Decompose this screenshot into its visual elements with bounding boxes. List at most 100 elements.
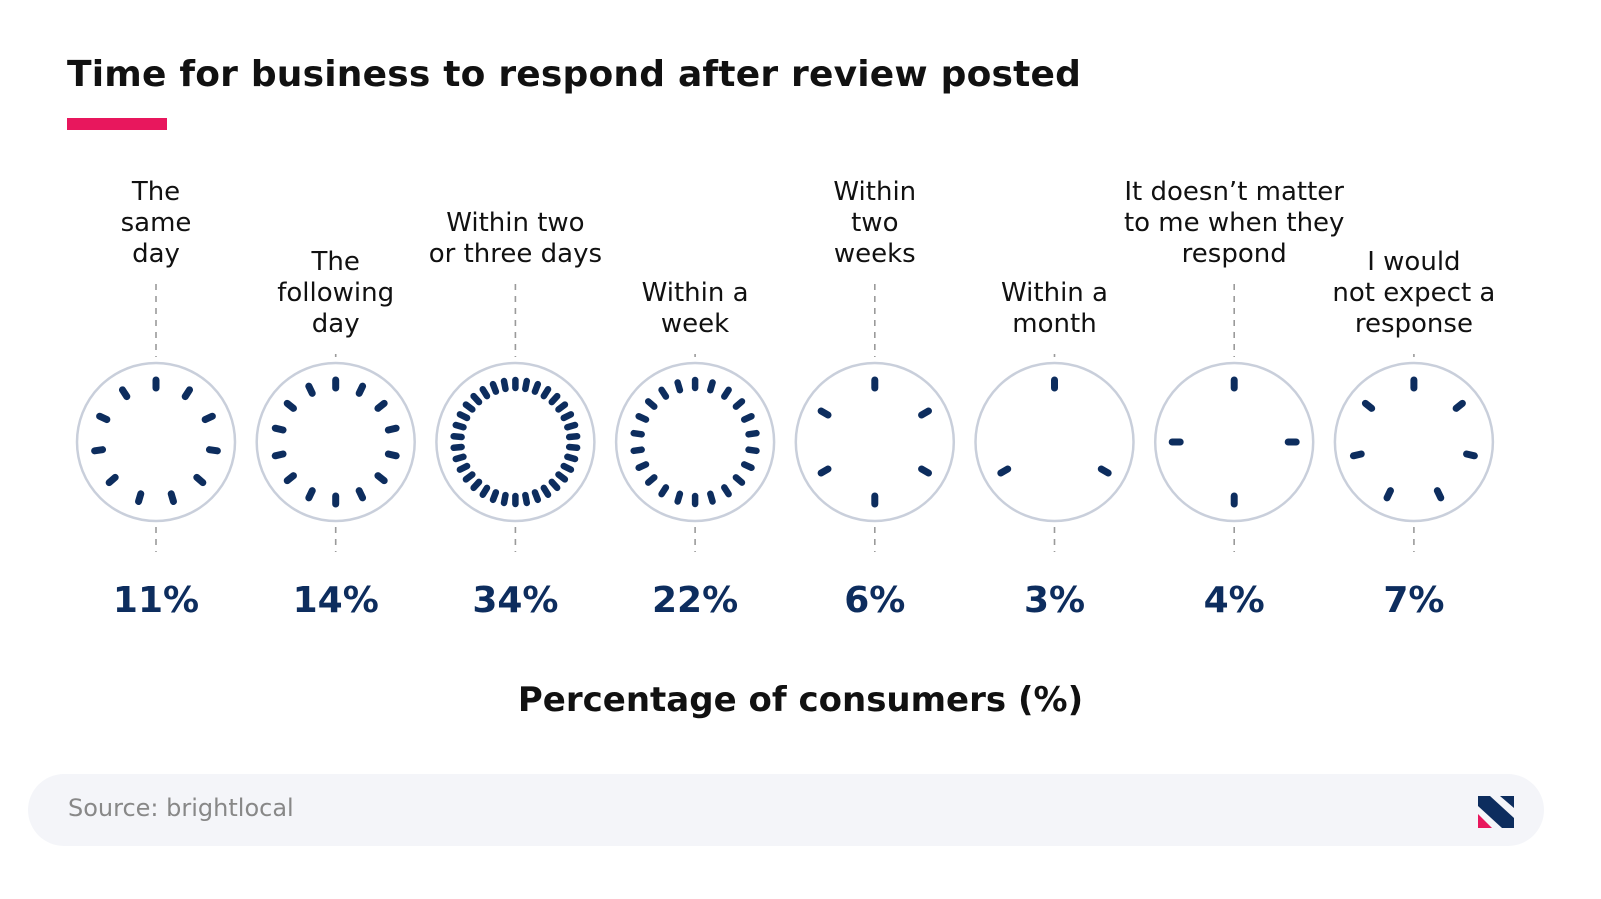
dial-tick xyxy=(384,450,400,460)
category-label-line: respond xyxy=(1182,239,1287,269)
dial-tick xyxy=(997,465,1012,477)
category-label: The following day xyxy=(277,247,394,339)
category-label-line: month xyxy=(1012,309,1096,339)
category-label-line: to me when they xyxy=(1124,208,1345,238)
dial-tick xyxy=(918,407,932,419)
dial-tick xyxy=(540,386,552,400)
dial-tick xyxy=(384,424,400,434)
dial-tick xyxy=(355,487,367,502)
dial-tick xyxy=(456,411,471,422)
dial-tick xyxy=(479,484,491,498)
dial-tick xyxy=(470,392,483,406)
dial-tick xyxy=(707,379,716,394)
dial-tick xyxy=(548,478,561,492)
title-accent-bar xyxy=(67,118,167,130)
dial-tick xyxy=(500,491,509,507)
dial-tick xyxy=(817,407,832,419)
category-label-line: same xyxy=(121,208,192,238)
dial-tick xyxy=(193,473,207,487)
dial-tick xyxy=(1349,450,1365,460)
dial-tick xyxy=(1097,465,1112,477)
category-label-line: or three days xyxy=(429,239,602,269)
dial-tick xyxy=(635,461,650,472)
dial-tick xyxy=(462,471,476,483)
dial-tick xyxy=(918,465,932,477)
dial-group: Within two weeks 6% xyxy=(794,177,956,621)
category-label-line: I would xyxy=(1367,247,1460,277)
dial-tick xyxy=(452,453,467,463)
category-label-line: The xyxy=(131,177,180,207)
dial-ring xyxy=(794,361,956,523)
dial-group: I would not expect a response 7% xyxy=(1332,247,1495,621)
dial-tick xyxy=(271,450,287,460)
dial-tick xyxy=(565,443,581,451)
dial-tick xyxy=(1383,487,1394,502)
dial-ring xyxy=(614,361,776,523)
category-label-line: day xyxy=(132,239,180,269)
dial-tick xyxy=(135,490,145,505)
dial-tick xyxy=(745,429,760,438)
value-label: 3% xyxy=(1024,580,1085,621)
category-label: Within a month xyxy=(1001,278,1108,339)
dial-tick xyxy=(452,421,467,431)
dial-tick xyxy=(205,446,221,455)
dial-group: Within a week 22% xyxy=(614,278,776,621)
dial-tick xyxy=(555,471,569,483)
dial-tick xyxy=(674,490,684,505)
category-label: Within a week xyxy=(642,278,749,339)
dial-tick xyxy=(201,412,216,424)
dial-group: Within two or three days 34% xyxy=(429,208,602,621)
dial-tick xyxy=(817,465,832,477)
category-label-line: two xyxy=(851,208,898,238)
dial-tick xyxy=(181,386,194,401)
category-label-line: Within xyxy=(833,177,916,207)
dial-tick xyxy=(374,399,388,412)
dial-tick xyxy=(732,398,746,410)
value-label: 11% xyxy=(113,580,199,621)
dial-tick xyxy=(470,478,483,492)
category-label-line: The xyxy=(311,247,360,277)
dial-group: The following day 14% xyxy=(255,247,416,621)
dial-tick xyxy=(658,386,670,400)
dial-tick xyxy=(450,443,465,451)
dial-tick xyxy=(305,487,316,502)
dial-tick xyxy=(732,474,746,486)
dial-tick xyxy=(644,474,658,486)
source-text: Source: brightlocal xyxy=(68,794,294,822)
category-label-line: weeks xyxy=(834,239,916,269)
dial-ring xyxy=(1153,361,1315,523)
dial-tick xyxy=(564,453,579,463)
dial-tick xyxy=(456,462,471,473)
category-label-line: Within a xyxy=(642,278,749,308)
dial-tick xyxy=(96,412,111,424)
dial-tick xyxy=(560,462,575,473)
dial-tick xyxy=(462,401,476,413)
value-label: 14% xyxy=(293,580,379,621)
dial-ring xyxy=(1333,361,1495,523)
dial-ring xyxy=(255,361,416,523)
category-label-line: It doesn’t matter xyxy=(1124,177,1344,207)
category-label: It doesn’t matter to me when they respond xyxy=(1124,177,1345,269)
category-label: Within two or three days xyxy=(429,208,602,269)
source-footer: Source: brightlocal xyxy=(28,774,1544,846)
category-label: Within two weeks xyxy=(833,177,916,269)
dial-tick xyxy=(167,490,177,505)
dial-tick xyxy=(105,473,119,487)
category-label-line: not expect a xyxy=(1332,278,1495,308)
dial-tick xyxy=(489,380,500,395)
dial-tick xyxy=(540,484,552,498)
dial-tick xyxy=(630,446,645,455)
dial-tick xyxy=(560,411,575,422)
value-label: 22% xyxy=(652,580,738,621)
value-label: 4% xyxy=(1204,580,1265,621)
category-label-line: Within a xyxy=(1001,278,1108,308)
category-label-line: day xyxy=(312,309,360,339)
dial-tick xyxy=(91,446,107,455)
dial-tick xyxy=(305,382,316,397)
dial-tick xyxy=(721,484,732,498)
dial-tick xyxy=(548,392,561,406)
value-label: 34% xyxy=(472,580,558,621)
dial-tick xyxy=(740,461,755,472)
dial-tick xyxy=(283,399,297,412)
